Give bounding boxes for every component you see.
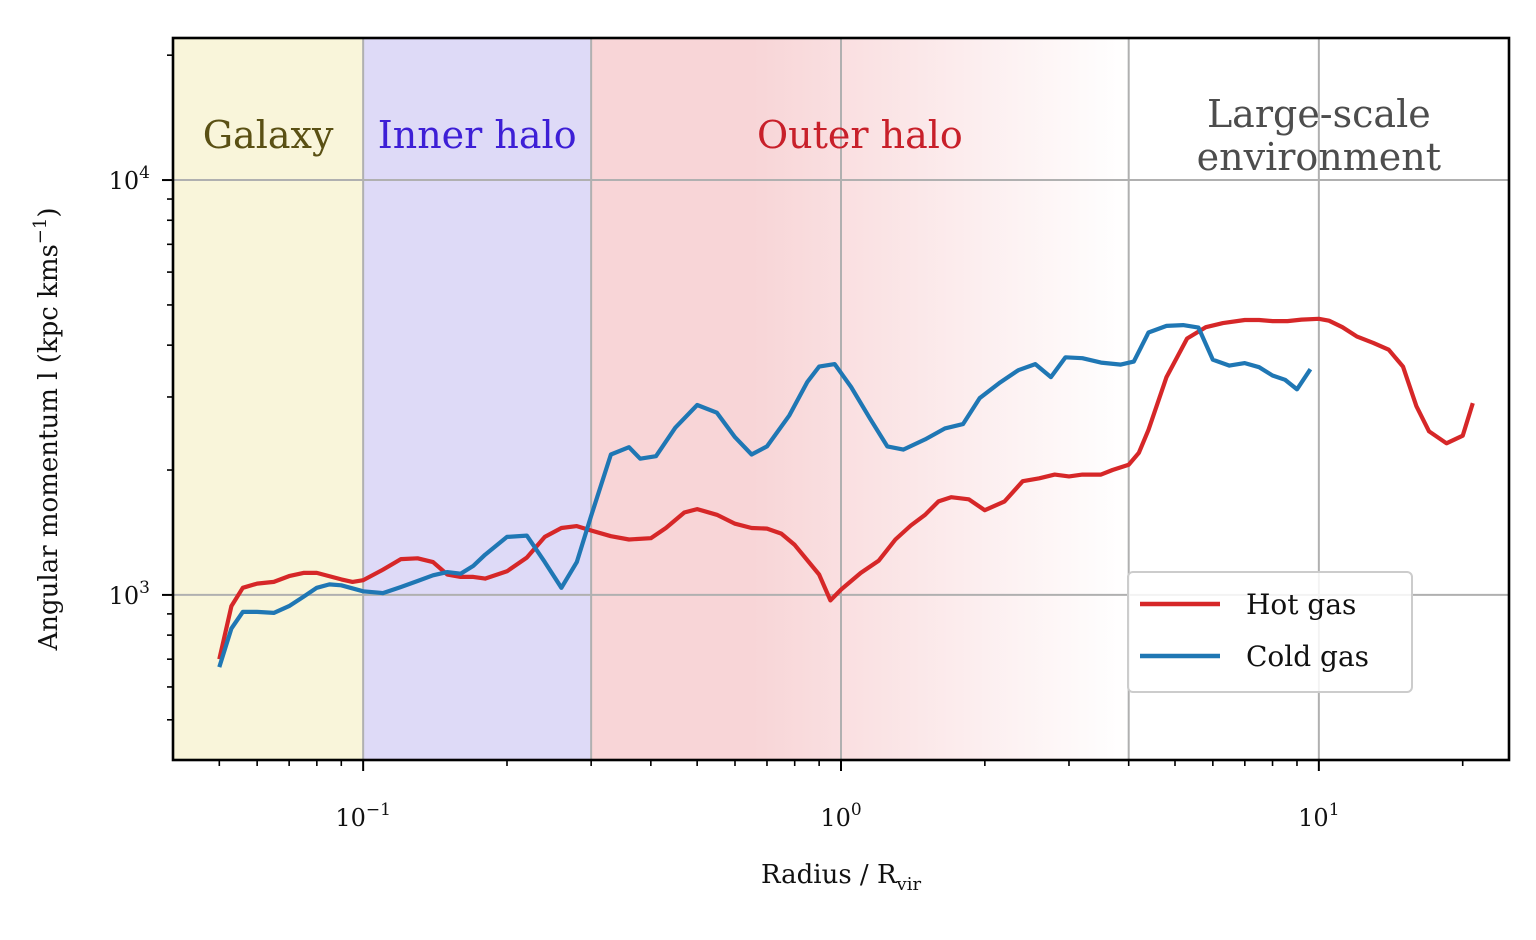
legend: Hot gas Cold gas [1127,571,1413,693]
series-line-cold-gas [217,323,1313,668]
axis-titles: Radius / Rvir Angular momentum l (kpc kms… [30,207,921,895]
x-tick-label: 10−1 [335,800,391,832]
legend-label-hot-gas: Hot gas [1246,588,1356,621]
x-tick-label: 100 [820,800,861,832]
legend-label-cold-gas: Cold gas [1246,640,1369,673]
region-band-2 [363,38,592,760]
region-label-outer-halo: Outer halo [757,113,963,157]
y-tick-label: 104 [109,163,150,195]
grid-layer [173,38,1509,760]
x-axis-title: Radius / Rvir [761,860,922,895]
series-layer [217,316,1475,668]
region-label-inner-halo: Inner halo [378,113,577,157]
x-tick-label: 101 [1298,800,1339,832]
y-tick-label: 103 [109,578,150,610]
series-line-hot-gas [217,316,1475,660]
region-band-1 [173,38,364,760]
region-labels-layer: Galaxy Inner halo Outer halo Large-scaleenv… [203,92,1441,179]
y-axis-title: Angular momentum l (kpc kms−1) [30,207,64,651]
region-label-galaxy: Galaxy [203,113,334,157]
region-label-line-2: environment [1197,135,1441,179]
ticks-layer: 10−1 100 101 103 104 [109,54,1464,832]
region-label-line-1: Large-scale [1207,92,1431,136]
